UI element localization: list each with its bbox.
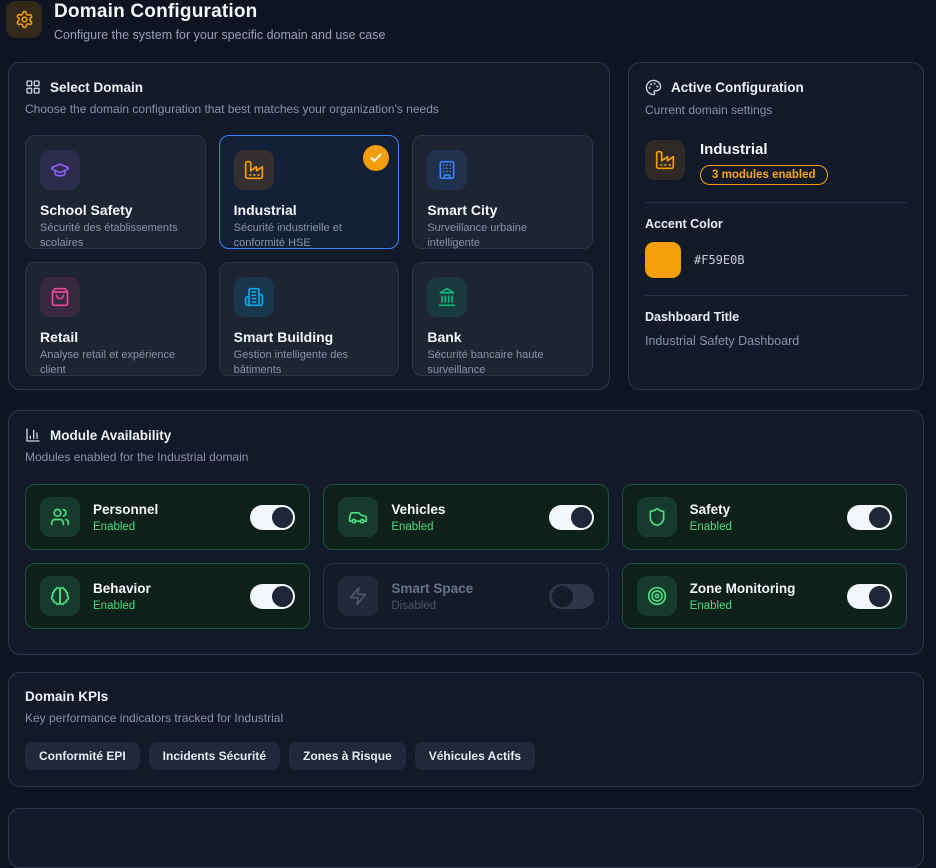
module-name: Behavior	[93, 580, 151, 596]
module-name: Safety	[689, 501, 731, 517]
accent-color-hex: #F59E0B	[694, 253, 745, 267]
safety-toggle[interactable]	[847, 504, 892, 530]
domain-name: Retail	[40, 329, 79, 345]
module-card-behavior: Behavior Enabled	[25, 563, 311, 629]
divider	[645, 202, 907, 203]
active-config-subtitle: Current domain settings	[645, 103, 773, 117]
domain-name: Smart City	[427, 202, 498, 218]
kpi-chip-row: Conformité EPI Incidents Sécurité Zones …	[25, 742, 907, 770]
module-status: Enabled	[93, 520, 136, 533]
domain-description: Gestion intelligente des bâtiments	[233, 349, 349, 376]
toggle-knob	[272, 585, 294, 607]
factory-icon	[645, 140, 685, 180]
toggle-knob	[869, 506, 890, 528]
domain-card-smart-city[interactable]: Smart City Surveillance urbaine intellig…	[412, 135, 593, 249]
module-availability-panel: Module Availability Modules enabled for …	[8, 410, 924, 655]
module-availability-title: Module Availability	[50, 427, 172, 443]
next-panel-partial	[8, 808, 924, 868]
toggle-knob	[570, 506, 592, 528]
domain-name: School Safety	[40, 202, 133, 218]
graduation-cap-icon	[40, 150, 80, 190]
select-domain-panel: Select Domain Choose the domain configur…	[8, 62, 610, 390]
toggle-knob	[551, 585, 573, 607]
module-status: Enabled	[391, 520, 434, 533]
zone-monitoring-toggle[interactable]	[847, 583, 892, 609]
brain-icon	[40, 576, 80, 616]
domain-kpis-panel: Domain KPIs Key performance indicators t…	[8, 672, 924, 787]
domain-name: Industrial	[233, 202, 297, 218]
modules-enabled-badge: 3 modules enabled	[700, 165, 828, 185]
module-name: Smart Space	[391, 580, 474, 596]
vehicles-toggle[interactable]	[548, 504, 594, 530]
factory-icon	[233, 150, 274, 190]
kpi-chip: Conformité EPI	[25, 742, 140, 770]
toggle-knob	[869, 585, 890, 607]
module-status: Enabled	[689, 520, 732, 533]
module-status: Enabled	[93, 599, 136, 612]
toggle-knob	[272, 506, 294, 528]
kpi-chip: Zones à Risque	[289, 742, 406, 770]
shopping-bag-icon	[40, 277, 80, 317]
domain-card-industrial[interactable]: Industrial Sécurité industrielle et conf…	[218, 135, 400, 249]
behavior-toggle[interactable]	[250, 583, 296, 609]
kpi-chip: Incidents Sécurité	[148, 742, 281, 770]
users-icon	[40, 497, 80, 537]
bar-chart-icon	[25, 427, 41, 443]
module-card-smart-space: Smart Space Disabled	[323, 563, 609, 629]
accent-color-swatch	[645, 242, 681, 278]
domain-kpis-title: Domain KPIs	[25, 689, 109, 704]
module-availability-subtitle: Modules enabled for the Industrial domai…	[25, 450, 249, 464]
select-domain-subtitle: Choose the domain configuration that bes…	[25, 102, 439, 116]
selected-check-icon	[363, 145, 390, 171]
building-icon	[427, 150, 468, 190]
domain-grid: School Safety Sécurité des établissement…	[25, 135, 593, 376]
palette-icon	[645, 79, 662, 96]
page-subtitle: Configure the system for your specific d…	[54, 28, 386, 42]
domain-card-school-safety[interactable]: School Safety Sécurité des établissement…	[25, 135, 206, 249]
kpi-chip: Véhicules Actifs	[414, 742, 535, 770]
domain-name: Bank	[427, 329, 462, 345]
zap-icon	[338, 576, 379, 616]
car-icon	[338, 497, 379, 537]
gear-icon	[6, 1, 42, 38]
domain-description: Sécurité bancaire haute surveillance	[427, 349, 544, 376]
module-card-zone-monitoring: Zone Monitoring Enabled	[621, 563, 907, 629]
dashboard-title-label: Dashboard Title	[645, 310, 740, 324]
active-configuration-panel: Active Configuration Current domain sett…	[628, 62, 924, 390]
domain-card-retail[interactable]: Retail Analyse retail et expérience clie…	[25, 262, 206, 376]
active-config-title: Active Configuration	[671, 80, 804, 95]
page-header: Domain Configuration Configure the syste…	[6, 0, 385, 42]
active-domain-name: Industrial	[700, 141, 768, 158]
module-card-safety: Safety Enabled	[621, 484, 907, 550]
domain-description: Sécurité industrielle et conformité HSE	[233, 222, 342, 249]
domain-card-smart-building[interactable]: Smart Building Gestion intelligente des …	[218, 262, 400, 376]
domain-name: Smart Building	[233, 329, 334, 345]
smart-space-toggle[interactable]	[548, 583, 594, 609]
building-2-icon	[233, 277, 274, 317]
grid-icon	[25, 79, 41, 95]
landmark-icon	[427, 277, 468, 317]
domain-description: Sécurité des établissements scolaires	[40, 222, 178, 249]
module-card-vehicles: Vehicles Enabled	[323, 484, 609, 550]
module-status: Enabled	[689, 599, 732, 612]
domain-kpis-subtitle: Key performance indicators tracked for I…	[25, 711, 284, 725]
accent-color-label: Accent Color	[645, 217, 723, 231]
module-card-personnel: Personnel Enabled	[25, 484, 311, 550]
domain-card-bank[interactable]: Bank Sécurité bancaire haute surveillanc…	[412, 262, 593, 376]
dashboard-title-value: Industrial Safety Dashboard	[645, 334, 800, 348]
domain-description: Surveillance urbaine intelligente	[427, 222, 527, 249]
select-domain-title: Select Domain	[50, 79, 144, 95]
module-name: Personnel	[93, 501, 159, 517]
domain-description: Analyse retail et expérience client	[40, 349, 176, 376]
active-domain-row: Industrial 3 modules enabled	[645, 140, 907, 185]
module-status: Disabled	[391, 599, 437, 612]
target-icon	[636, 576, 677, 616]
divider	[645, 295, 907, 296]
module-name: Zone Monitoring	[689, 580, 796, 596]
personnel-toggle[interactable]	[250, 504, 296, 530]
module-grid: Personnel Enabled Vehicles Enabled Safet…	[25, 484, 907, 629]
module-name: Vehicles	[391, 501, 446, 517]
shield-icon	[636, 497, 677, 537]
page-title: Domain Configuration	[54, 1, 258, 22]
